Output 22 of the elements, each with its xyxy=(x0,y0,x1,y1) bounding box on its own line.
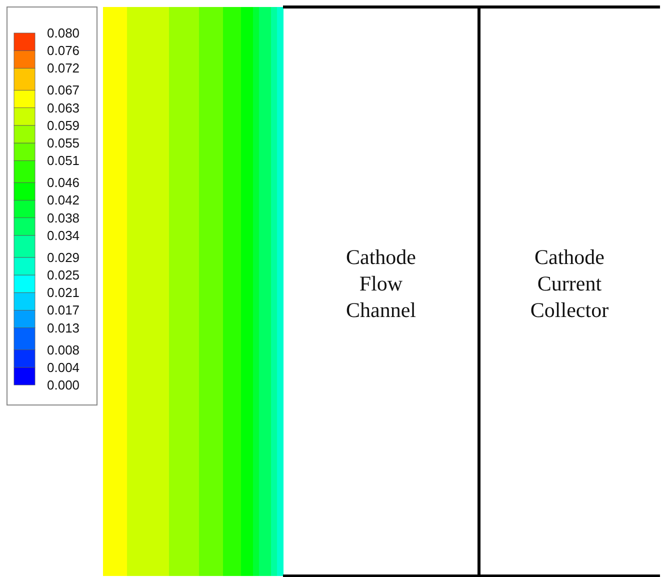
color-bar-label: 0.051 xyxy=(47,153,80,168)
color-bar-label: 0.055 xyxy=(47,136,80,150)
color-bar-label: 0.076 xyxy=(47,43,80,58)
color-bar-label: 0.000 xyxy=(47,378,80,392)
color-bar-label: 0.017 xyxy=(47,302,80,318)
color-bar-label: 0.025 xyxy=(47,268,80,282)
color-bar-label: 0.059 xyxy=(47,118,80,133)
color-bar-label: 0.021 xyxy=(47,285,80,300)
color-bar-label: 0.008 xyxy=(47,342,80,358)
color-bar-label: 0.038 xyxy=(47,210,80,226)
color-bar-label: 0.046 xyxy=(47,175,80,190)
text: Cathode Flow Channel xyxy=(346,245,416,322)
text: Cathode Current Collector xyxy=(530,245,609,322)
color-bar-label: 0.004 xyxy=(47,360,80,375)
color-bar-label: 0.063 xyxy=(47,100,80,116)
color-bar-label: 0.042 xyxy=(47,192,80,208)
color-bar-label: 0.029 xyxy=(47,250,80,265)
color-bar-label: 0.067 xyxy=(47,82,80,98)
color-bar-label: 0.080 xyxy=(47,26,80,40)
color-bar-label: 0.072 xyxy=(47,60,80,76)
color-bar-label: 0.034 xyxy=(47,228,80,243)
color-bar-label: 0.013 xyxy=(47,320,80,336)
